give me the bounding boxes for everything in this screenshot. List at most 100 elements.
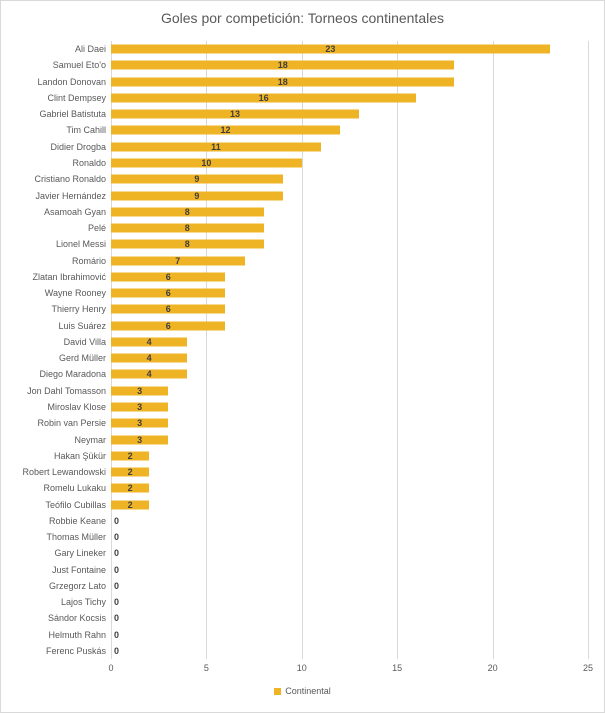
category-label: Romelu Lukaku: [43, 483, 106, 494]
category-label: Hakan Şükür: [53, 450, 106, 461]
bar: [111, 451, 150, 461]
category-label: Landon Donovan: [37, 76, 106, 87]
bar-track: 0: [111, 643, 588, 659]
bar-track: 8: [111, 204, 588, 220]
value-label: 0: [114, 597, 120, 608]
value-label: 9: [194, 174, 200, 185]
bar: [111, 174, 283, 184]
category-label: Jon Dahl Tomasson: [27, 385, 106, 396]
bar-row: Gerd Müller 4: [1, 350, 588, 366]
x-tick-label: 0: [108, 663, 114, 673]
bar: [111, 353, 188, 363]
bar-row: Wayne Rooney 6: [1, 285, 588, 301]
value-label: 11: [211, 141, 221, 152]
category-label: Luis Suárez: [58, 320, 106, 331]
category-label: Gary Lineker: [54, 548, 106, 559]
bar-track: 3: [111, 399, 588, 415]
bar-row: Robin van Persie 3: [1, 415, 588, 431]
bar: [111, 288, 226, 298]
bar: [111, 93, 417, 103]
bar-track: 16: [111, 90, 588, 106]
category-label: Clint Dempsey: [47, 92, 106, 103]
bar: [111, 500, 150, 510]
x-tick-label: 5: [203, 663, 209, 673]
gridline: [588, 41, 589, 659]
value-label: 2: [127, 483, 133, 494]
value-label: 18: [277, 60, 288, 71]
bar-track: 8: [111, 220, 588, 236]
bar-track: 0: [111, 594, 588, 610]
bar-track: 0: [111, 562, 588, 578]
bar-row: Javier Hernández 9: [1, 187, 588, 203]
bar: [111, 223, 264, 233]
category-label: Robin van Persie: [37, 418, 106, 429]
bar-row: Miroslav Klose 3: [1, 399, 588, 415]
bar-row: Teófilo Cubillas 2: [1, 496, 588, 512]
category-label: Romário: [71, 255, 106, 266]
category-label: Gerd Müller: [58, 353, 106, 364]
plot-area: [111, 41, 589, 659]
category-label: Lajos Tichy: [60, 597, 106, 608]
value-label: 6: [165, 304, 171, 315]
category-label: Wayne Rooney: [44, 288, 106, 299]
category-label: Tim Cahill: [66, 125, 106, 136]
value-label: 4: [146, 336, 152, 347]
bar-track: 0: [111, 545, 588, 561]
value-label: 0: [114, 515, 120, 526]
x-axis: 0 5 10 15 20 25: [108, 663, 593, 675]
bar: [111, 109, 360, 119]
bar: [111, 369, 188, 379]
category-label: Lionel Messi: [55, 239, 106, 250]
bar-row: Luis Suárez 6: [1, 318, 588, 334]
gridline: [111, 41, 112, 659]
bar: [111, 256, 245, 266]
bar-row: Landon Donovan 18: [1, 74, 588, 90]
category-label: Miroslav Klose: [47, 401, 106, 412]
category-label: Grzegorz Lato: [48, 580, 106, 591]
bar-row: Lionel Messi 8: [1, 236, 588, 252]
category-label: Gabriel Batistuta: [39, 109, 106, 120]
bar: [111, 125, 340, 135]
value-label: 16: [258, 92, 269, 103]
bar-row: Thomas Müller 0: [1, 529, 588, 545]
bar-track: 8: [111, 236, 588, 252]
bar-track: 0: [111, 529, 588, 545]
bar-track: 0: [111, 610, 588, 626]
bar-row: Lajos Tichy 0: [1, 594, 588, 610]
bar-track: 11: [111, 139, 588, 155]
value-label: 2: [127, 499, 133, 510]
bar-track: 13: [111, 106, 588, 122]
bar-track: 0: [111, 513, 588, 529]
bar-track: 9: [111, 187, 588, 203]
bar-track: 2: [111, 464, 588, 480]
bar-track: 7: [111, 252, 588, 268]
bar: [111, 77, 455, 87]
bar: [111, 467, 150, 477]
category-label: Teófilo Cubillas: [45, 499, 106, 510]
bar-row: Jon Dahl Tomasson 3: [1, 383, 588, 399]
bar-track: 6: [111, 301, 588, 317]
bar-row: Just Fontaine 0: [1, 562, 588, 578]
category-label: Neymar: [74, 434, 106, 445]
value-label: 18: [277, 76, 288, 87]
bar-track: 6: [111, 318, 588, 334]
bar-track: 6: [111, 269, 588, 285]
bar-row: David Villa 4: [1, 334, 588, 350]
bar: [111, 483, 150, 493]
legend-marker-icon: [274, 687, 282, 695]
bar-row: Cristiano Ronaldo 9: [1, 171, 588, 187]
legend-label: Continental: [285, 686, 331, 696]
bar-row: Grzegorz Lato 0: [1, 578, 588, 594]
value-label: 23: [325, 44, 336, 55]
category-label: Ali Daei: [74, 44, 106, 55]
value-label: 3: [137, 434, 143, 445]
category-label: Didier Drogba: [50, 141, 106, 152]
bar-track: 9: [111, 171, 588, 187]
bar-track: 4: [111, 350, 588, 366]
category-label: Zlatan Ibrahimović: [32, 271, 106, 282]
gridline: [206, 41, 208, 659]
bar-row: Samuel Eto'o 18: [1, 57, 588, 73]
bar-row: Robert Lewandowski 2: [1, 464, 588, 480]
category-label: Helmuth Rahn: [48, 629, 106, 640]
bar-row: Asamoah Gyan 8: [1, 204, 588, 220]
